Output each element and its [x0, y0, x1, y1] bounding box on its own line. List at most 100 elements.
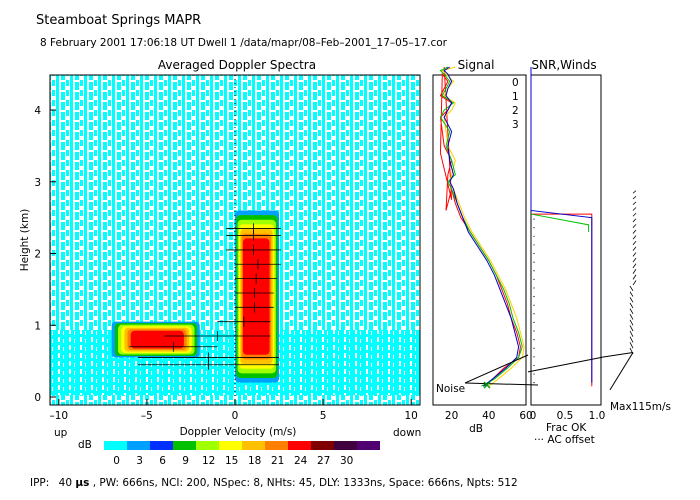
y-tick-label-4: 4	[34, 105, 41, 117]
wind-barb	[629, 302, 634, 309]
x-tick-label-2: 0	[232, 410, 239, 422]
footer-ipp-unit: μs	[75, 477, 89, 489]
signal-x-tick-label-0: 20	[445, 410, 458, 422]
wind-barb	[632, 235, 637, 240]
signal-x-tick-label-1: 40	[482, 410, 495, 422]
colorbar-swatch-1	[127, 441, 150, 450]
legend-entry-0: 0	[512, 77, 519, 89]
wind-barb	[629, 297, 634, 303]
colorbar-tick-5: 15	[225, 455, 238, 467]
colorbar-swatch-8	[288, 441, 311, 450]
colorbar-swatch-4	[196, 441, 219, 450]
colorbar-swatch-9	[311, 441, 334, 450]
wind-barb	[632, 224, 637, 228]
colorbar-tick-2: 6	[159, 455, 166, 467]
ac-offset-dot	[533, 252, 535, 255]
legend-entry-1: 1	[512, 91, 519, 103]
colorbar-swatch-7	[265, 441, 288, 450]
wind-barb	[632, 207, 637, 211]
spectra-xlabel: Doppler Velocity (m/s)	[180, 426, 297, 438]
ac-offset-dot	[533, 270, 535, 272]
wind-barb	[632, 252, 637, 257]
ac-offset-dot	[533, 304, 535, 306]
wind-barb	[632, 269, 637, 274]
colorbar-tick-0: 0	[113, 455, 120, 467]
ac-offset-dot	[533, 235, 535, 237]
signal-series-0	[439, 66, 521, 387]
colorbar-tick-4: 12	[202, 455, 215, 467]
footer-rest: , PW: 666ns, NCI: 200, NSpec: 8, NHts: 4…	[93, 477, 518, 489]
ac-offset-dot	[533, 382, 535, 384]
wind-barb	[632, 195, 637, 200]
colorbar-swatch-10	[334, 441, 357, 450]
wind-barb	[629, 342, 634, 349]
wind-vector-long	[599, 352, 634, 359]
wind-barb	[629, 330, 634, 337]
colorbar-swatch-0	[104, 441, 127, 450]
noise-marker	[483, 381, 491, 389]
echo-regions	[111, 210, 280, 383]
colorbar-label: dB	[78, 439, 92, 451]
snr-series-green	[530, 213, 590, 232]
colorbar-swatch-11	[357, 441, 380, 450]
wind-barb	[632, 218, 637, 223]
wind-vector-long-3	[527, 357, 602, 373]
snr-series-blue	[530, 67, 593, 383]
ac-offset-dot	[533, 218, 535, 220]
colorbar-tick-3: 9	[182, 455, 189, 467]
ac-offset-dot	[533, 339, 535, 341]
noise-pointer-2	[464, 382, 539, 386]
ac-offset-dot	[533, 227, 535, 229]
y-tick-label-1: 1	[34, 320, 41, 332]
signal-series-1	[441, 66, 525, 387]
wind-barb	[632, 263, 637, 269]
frac-ok-label: Frac OK	[546, 422, 587, 434]
signal-frame	[432, 74, 527, 406]
ac-offset-dot	[533, 313, 535, 315]
snr-frame	[530, 74, 602, 406]
page-title: Steamboat Springs MAPR	[36, 13, 201, 28]
ac-offset-dot	[533, 356, 535, 358]
legend-entry-3: 3	[512, 119, 519, 131]
spectra-ylabel: Height (km)	[19, 209, 31, 272]
colorbar-tick-8: 24	[294, 455, 308, 467]
wind-barb	[632, 246, 637, 251]
x-tick-label-1: –5	[141, 410, 153, 422]
wind-barb	[632, 190, 637, 194]
ac-offset-dot	[533, 278, 535, 280]
snr-x-tick-label-0: 0	[530, 410, 537, 422]
signal-title: Signal	[458, 58, 495, 72]
wind-barb	[632, 240, 637, 246]
x-tick-label-4: 10	[405, 410, 418, 422]
ac-offset-dot	[533, 330, 535, 332]
wind-barb	[629, 291, 634, 297]
spectra-title: Averaged Doppler Spectra	[158, 58, 316, 72]
signal-series-2	[439, 66, 523, 387]
wind-barb	[632, 201, 637, 206]
colorbar-swatch-2	[150, 441, 173, 450]
x-tick-label-3: 5	[320, 410, 327, 422]
ground-clutter-layer-6	[130, 330, 184, 349]
y-tick-label-2: 2	[34, 249, 41, 261]
colorbar-tick-7: 21	[271, 455, 284, 467]
wind-barb	[629, 285, 634, 292]
signal-legend: 0 1 2 3	[512, 77, 519, 131]
wind-barb	[632, 257, 637, 263]
header-info: 8 February 2001 17:06:18 UT Dwell 1 /dat…	[40, 37, 448, 49]
snr-x-tick-label-2: 1.0	[589, 410, 606, 422]
signal-lines	[439, 66, 539, 389]
wind-vectors	[527, 190, 637, 391]
colorbar-swatch-5	[219, 441, 242, 450]
snr-winds-title: SNR,Winds	[531, 58, 596, 72]
snr-series-red	[531, 213, 593, 387]
ac-offset-dot	[533, 244, 535, 246]
signal-series-3	[443, 66, 520, 387]
wind-barb	[629, 314, 634, 320]
colorbar-swatch-6	[242, 441, 265, 450]
max-wind-label: Max115m/s	[610, 401, 671, 413]
snr-x-tick-label-1: 0.5	[557, 410, 574, 422]
legend-entry-2: 2	[512, 105, 519, 117]
